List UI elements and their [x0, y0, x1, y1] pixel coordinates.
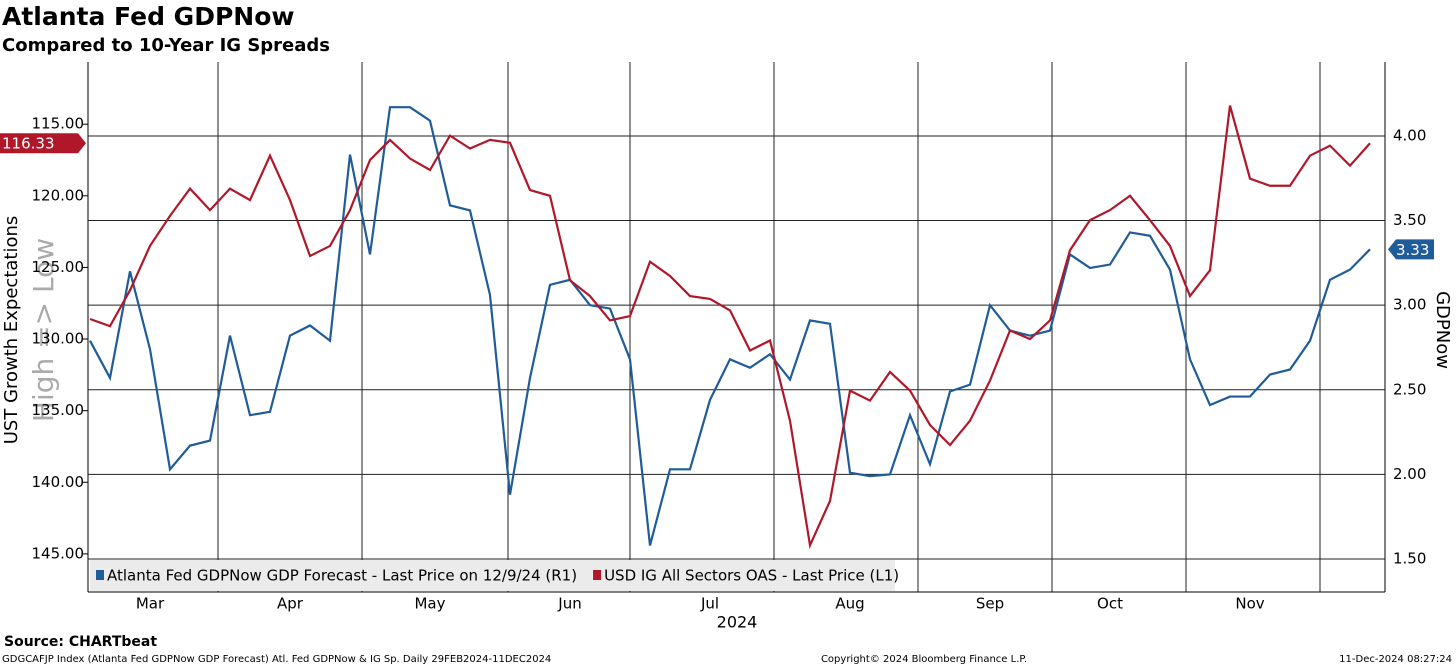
chart-subtitle: Compared to 10-Year IG Spreads: [2, 35, 330, 56]
y-tick-label: 145.00: [32, 544, 85, 562]
y2-tick-label: 3.00: [1393, 296, 1426, 314]
y2-tick-label: 2.00: [1393, 465, 1426, 483]
y2-axis-label: GDPNow: [1432, 291, 1453, 369]
value-badge: [0, 133, 86, 154]
y-tick-label: 135.00: [32, 401, 85, 419]
value-label: 116.33: [2, 135, 55, 153]
x-tick-label: Jul: [700, 595, 719, 613]
watermark: High => Low: [27, 238, 60, 422]
series-line: [89, 106, 1371, 546]
footer-left: GDGCAFJP Index (Atlanta Fed GDPNow GDP F…: [2, 654, 551, 665]
x-axis-label: 2024: [717, 613, 758, 632]
y2-tick-label: 4.00: [1393, 126, 1426, 144]
value-label: 3.33: [1396, 241, 1429, 259]
footer-center: Copyright© 2024 Bloomberg Finance L.P.: [821, 654, 1027, 665]
x-tick-label: Sep: [976, 595, 1004, 613]
y-tick-label: 130.00: [32, 330, 85, 348]
series-line: [89, 105, 1371, 550]
legend-label: USD IG All Sectors OAS - Last Price (L1): [604, 567, 899, 585]
legend-swatch: [96, 570, 104, 580]
y-tick-label: 140.00: [32, 473, 85, 491]
y-axis-label: UST Growth Expectations: [1, 216, 22, 445]
x-tick-label: Apr: [277, 595, 304, 613]
legend-label: Atlanta Fed GDPNow GDP Forecast - Last P…: [107, 567, 577, 585]
x-tick-label: Mar: [136, 595, 165, 613]
x-tick-label: May: [414, 595, 445, 613]
footer-right: 11-Dec-2024 08:27:24: [1339, 654, 1452, 665]
value-badge: [1388, 239, 1434, 260]
x-tick-label: Aug: [835, 595, 864, 613]
x-tick-label: Nov: [1235, 595, 1264, 613]
y2-tick-label: 3.50: [1393, 211, 1426, 229]
y-tick-label: 120.00: [32, 186, 85, 204]
y-tick-label: 125.00: [32, 258, 85, 276]
y2-tick-label: 1.50: [1393, 550, 1426, 568]
y2-tick-label: 2.50: [1393, 380, 1426, 398]
chart-title: Atlanta Fed GDPNow: [2, 2, 294, 31]
month-grid: [217, 62, 1321, 592]
x-tick-label: Oct: [1097, 595, 1123, 613]
axes: [87, 62, 1386, 593]
x-tick-label: Jun: [557, 595, 581, 613]
legend-box: [90, 560, 895, 591]
source: Source: CHARTbeat: [4, 634, 157, 650]
y-tick-label: 115.00: [32, 115, 85, 133]
legend-swatch: [593, 570, 602, 580]
